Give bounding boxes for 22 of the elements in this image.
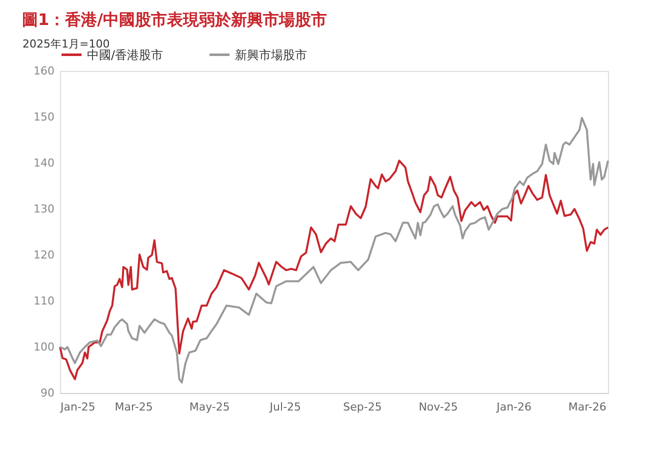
x-tick-label: May-25 [189,400,230,414]
x-tick-label: Jan-26 [496,400,532,414]
x-tick-label: Jul-25 [268,400,302,414]
x-tick-label: Jan-25 [60,400,96,414]
y-tick-label: 110 [34,294,54,308]
y-tick-label: 100 [34,340,54,354]
y-tick-label: 150 [34,110,54,124]
y-tick-label: 90 [40,386,54,400]
chart-title: 圖1：香港/中國股市表現弱於新興市場股市 [22,10,327,29]
line-series [59,116,609,384]
legend-label: 新興市場股市 [235,48,307,62]
x-tick-label: Mar-26 [568,400,606,414]
line-series [59,160,609,380]
legend-label: 中國/香港股市 [87,48,164,62]
y-tick-label: 130 [34,202,54,216]
x-tick-label: Mar-25 [114,400,153,414]
x-tick-label: Nov-25 [418,400,458,414]
x-tick-label: Sep-25 [343,400,382,414]
y-tick-label: 120 [34,248,54,262]
y-tick-label: 160 [34,64,54,78]
y-axis-title: 2025年1月=100 [22,38,110,50]
y-tick-label: 140 [34,156,54,170]
